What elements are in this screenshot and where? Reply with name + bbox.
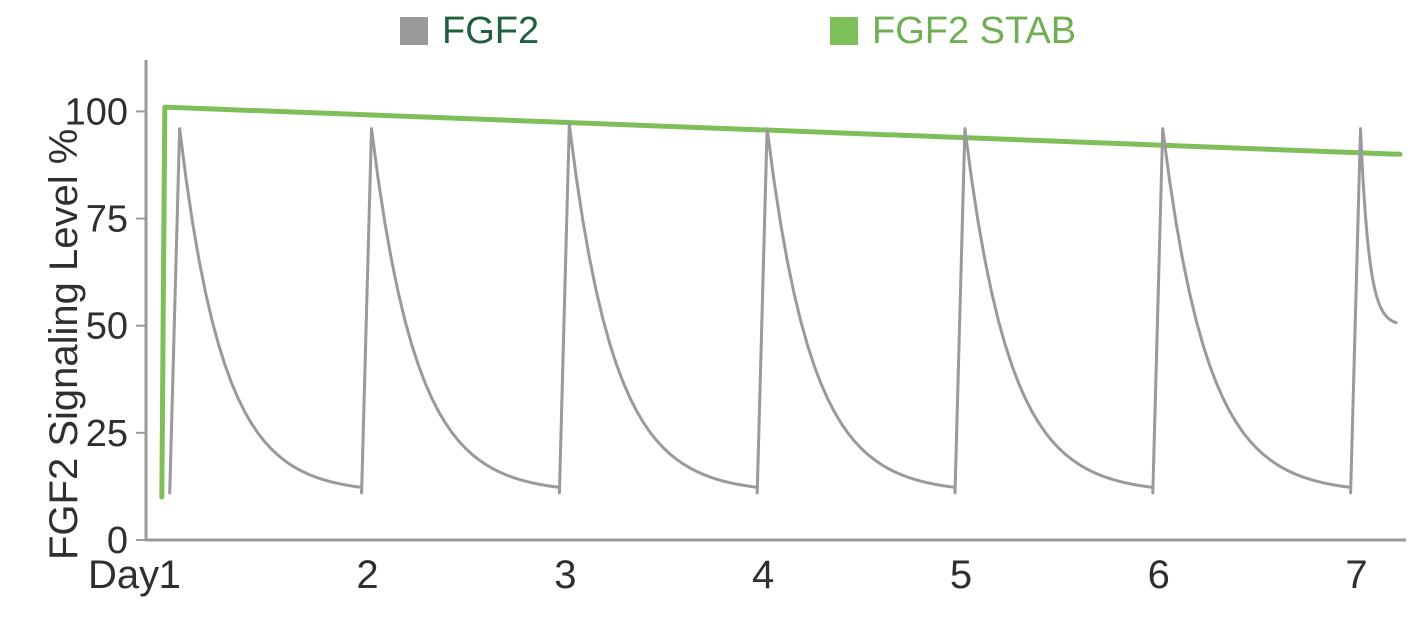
x-tick-label: 1 bbox=[159, 553, 181, 597]
legend-swatch-fgf2-stab bbox=[830, 17, 858, 45]
legend-item-fgf2-stab: FGF2 STAB bbox=[830, 12, 1076, 50]
x-tick-label: 2 bbox=[356, 553, 378, 597]
plot-svg: 0255075100 Day1234567 bbox=[0, 0, 1428, 626]
y-tick-label: 100 bbox=[65, 91, 128, 133]
legend-label-fgf2: FGF2 bbox=[442, 12, 539, 50]
x-tick-label: 4 bbox=[752, 553, 774, 597]
y-axis-label: FGF2 Signaling Level % bbox=[42, 129, 87, 560]
series-fgf2-stab bbox=[162, 107, 1400, 497]
legend-swatch-fgf2 bbox=[400, 17, 428, 45]
legend-label-fgf2-stab: FGF2 STAB bbox=[872, 12, 1076, 50]
x-tick-label: 5 bbox=[950, 553, 972, 597]
y-tick-label: 50 bbox=[86, 306, 128, 348]
series-fgf2 bbox=[170, 124, 1396, 493]
x-tick-label: 6 bbox=[1148, 553, 1170, 597]
signaling-chart: FGF2 Signaling Level % FGF2 FGF2 STAB 02… bbox=[0, 0, 1428, 626]
x-axis-label: Day bbox=[88, 553, 159, 597]
y-tick-label: 75 bbox=[86, 199, 128, 241]
y-tick-label: 25 bbox=[86, 413, 128, 455]
legend-item-fgf2: FGF2 bbox=[400, 12, 539, 50]
x-tick-label: 7 bbox=[1345, 553, 1367, 597]
x-tick-label: 3 bbox=[554, 553, 576, 597]
